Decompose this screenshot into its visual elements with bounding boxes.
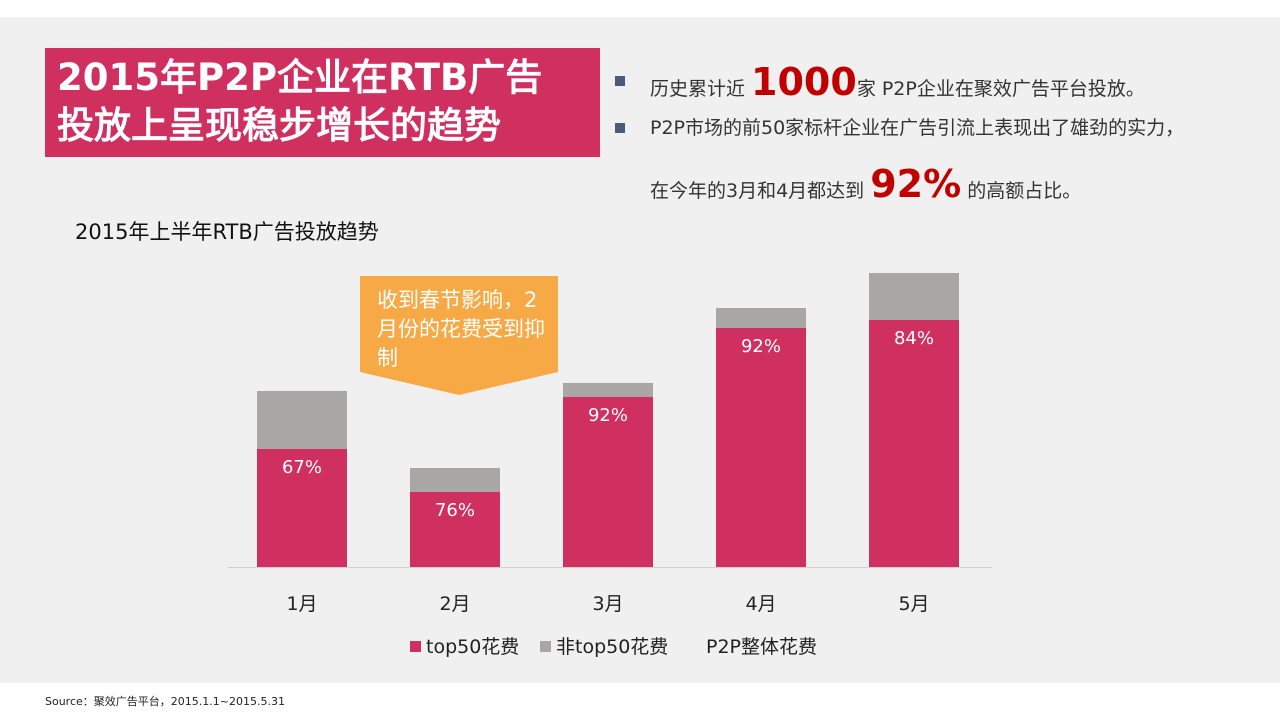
title-line-1: 2015年P2P企业在RTB广告 — [57, 56, 543, 99]
bullet-square-icon — [615, 76, 625, 86]
bullet-1-pre: 历史累计近 — [650, 78, 752, 100]
callout-annotation: 收到春节影响，2月份的花费受到抑制 — [360, 276, 558, 396]
data-label-2: 76% — [435, 500, 475, 521]
bullet-2-number: 92% — [870, 162, 962, 206]
bullet-2-line-2: 在今年的3月和4月都达到 92% 的高额占比。 — [650, 160, 1280, 215]
bullet-2-post: 的高额占比。 — [961, 180, 1082, 202]
bar-top50-5 — [869, 320, 959, 567]
legend-item-total: P2P整体花费 — [706, 632, 817, 659]
bar-top50-4 — [716, 328, 806, 567]
bar-top50-2 — [410, 492, 500, 567]
bar-non-top50-1 — [257, 391, 347, 449]
x-tick-label-1: 1月 — [286, 593, 317, 615]
legend-item-top50: top50花费 — [410, 632, 519, 659]
bar-non-top50-5 — [869, 273, 959, 320]
chart-title: 2015年上半年RTB广告投放趋势 — [75, 220, 379, 244]
legend-label-non-top50: 非top50花费 — [556, 636, 669, 658]
x-tick-label-4: 4月 — [745, 593, 776, 615]
bullet-1-number: 1000 — [751, 60, 857, 104]
bullet-2-line-1: P2P市场的前50家标杆企业在广告引流上表现出了雄劲的实力， — [650, 117, 1185, 139]
legend-swatch-top50 — [410, 641, 421, 652]
bar-non-top50-2 — [410, 468, 500, 492]
bullet-1-post: 家 P2P企业在聚效广告平台投放。 — [856, 78, 1145, 100]
bar-top50-1 — [257, 449, 347, 567]
x-tick-label-5: 5月 — [898, 593, 929, 615]
bar-top50-3 — [563, 397, 653, 567]
legend-label-top50: top50花费 — [426, 636, 520, 658]
legend-item-non-top50: 非top50花费 — [540, 632, 668, 659]
page-title: 2015年P2P企业在RTB广告 投放上呈现稳步增长的趋势 — [45, 48, 600, 157]
bullet-1: 历史累计近 1000家 P2P企业在聚效广告平台投放。 — [650, 58, 1280, 113]
title-line-2: 投放上呈现稳步增长的趋势 — [57, 104, 501, 147]
x-tick-label-3: 3月 — [592, 593, 623, 615]
data-label-4: 92% — [741, 336, 781, 357]
data-label-1: 67% — [282, 457, 322, 478]
callout-shape — [360, 276, 558, 395]
legend-label-total: P2P整体花费 — [706, 636, 818, 658]
callout-text: 收到春节影响，2月份的花费受到抑制 — [377, 288, 545, 370]
data-label-3: 92% — [588, 405, 628, 426]
bar-non-top50-3 — [563, 383, 653, 397]
source-note: Source：聚效广告平台，2015.1.1~2015.5.31 — [45, 695, 285, 708]
bar-non-top50-4 — [716, 308, 806, 328]
legend-swatch-non-top50 — [540, 641, 551, 652]
data-label-5: 84% — [894, 328, 934, 349]
bullet-2-pre: 在今年的3月和4月都达到 — [650, 180, 871, 202]
bullet-square-icon — [615, 123, 625, 133]
x-tick-label-2: 2月 — [439, 593, 470, 615]
